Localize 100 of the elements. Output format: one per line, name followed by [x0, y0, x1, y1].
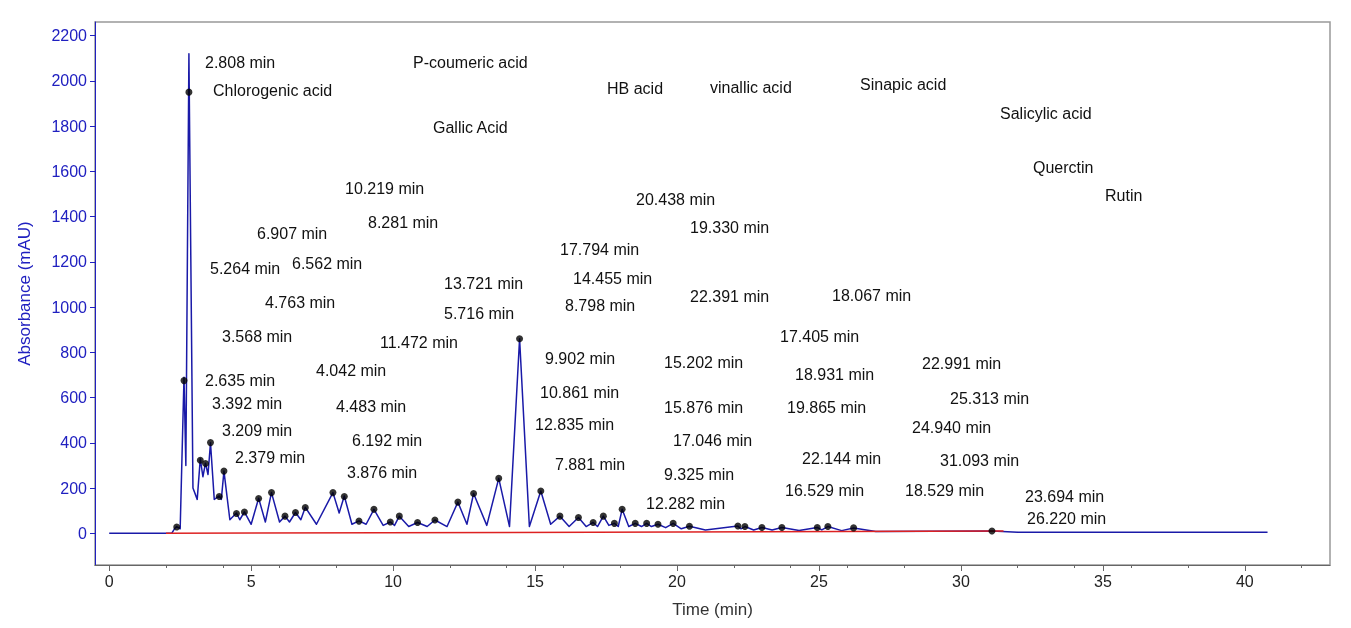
point: [240, 508, 248, 516]
annotation: 9.325 min: [664, 465, 735, 483]
point: [215, 492, 223, 500]
point: [654, 520, 662, 528]
x-tick-label: 15: [526, 572, 545, 590]
annotation: 17.046 min: [673, 431, 753, 449]
annotation: Sinapic acid: [860, 75, 947, 93]
point: [267, 489, 275, 497]
annotation: 4.042 min: [316, 361, 387, 379]
point: [292, 509, 299, 517]
y-tick-label: 1200: [51, 253, 88, 271]
point: [813, 523, 821, 531]
point: [414, 518, 422, 526]
annotation: 15.202 min: [664, 353, 744, 371]
point: [618, 505, 626, 513]
annotation: Chlorogenic acid: [213, 81, 333, 99]
annotation: 3.568 min: [222, 327, 293, 345]
annotation: 13.721 min: [444, 274, 524, 292]
annotation: 4.483 min: [336, 397, 407, 415]
point: [631, 519, 639, 527]
y-tick-label: 2000: [51, 72, 88, 90]
x-tick-label: 25: [810, 572, 828, 590]
annotation: 3.392 min: [212, 394, 283, 412]
x-tick-label: 40: [1235, 572, 1254, 590]
y-tick-label: 1400: [51, 208, 88, 226]
annotation: 2.379 min: [235, 448, 306, 466]
annotation: Querctin: [1033, 158, 1094, 176]
point: [207, 439, 214, 447]
y-tick-label: 400: [60, 434, 88, 452]
annotation: 26.220 min: [1027, 509, 1107, 527]
point: [180, 377, 188, 385]
annotation: 12.282 min: [646, 494, 726, 512]
annotation: 2.635 min: [205, 371, 276, 389]
annotation: 9.902 min: [545, 349, 616, 367]
point: [589, 518, 597, 526]
annotation: 17.405 min: [780, 327, 860, 345]
x-tick-label: 20: [668, 572, 687, 590]
y-tick-label: 200: [60, 479, 88, 497]
annotation: 12.835 min: [535, 415, 615, 433]
point: [454, 498, 462, 506]
y-tick-label: 800: [60, 343, 88, 361]
x-tick-label: 5: [246, 572, 256, 590]
point: [685, 522, 693, 530]
x-tick-label: 30: [952, 572, 970, 590]
annotation: 22.144 min: [802, 449, 882, 467]
annotation: 23.694 min: [1025, 487, 1105, 505]
point: [386, 518, 394, 526]
annotation: 18.529 min: [905, 481, 985, 499]
y-tick-label: 1600: [51, 162, 88, 180]
annotation: 7.881 min: [555, 455, 626, 473]
annotation: HB acid: [607, 79, 664, 97]
annotation: 8.281 min: [368, 213, 439, 231]
annotation: vinallic acid: [710, 78, 792, 96]
point: [329, 489, 337, 497]
annotation: 5.716 min: [444, 304, 515, 322]
annotation: 2.808 min: [205, 53, 276, 71]
annotation: 24.940 min: [912, 418, 992, 436]
point: [185, 88, 193, 96]
annotation: 22.991 min: [922, 354, 1002, 372]
point: [850, 524, 858, 532]
point: [370, 505, 378, 513]
annotation: Salicylic acid: [1000, 104, 1092, 122]
point: [301, 504, 309, 512]
annotation: 11.472 min: [380, 333, 458, 351]
point: [202, 459, 209, 467]
point: [537, 487, 545, 495]
point: [196, 456, 204, 464]
y-tick-label: 1800: [51, 117, 88, 135]
point: [495, 474, 503, 482]
point: [824, 523, 832, 531]
annotation: 3.209 min: [222, 421, 293, 439]
annotation: 18.931 min: [795, 365, 875, 383]
annotation: 15.876 min: [664, 398, 744, 416]
point: [669, 519, 677, 527]
annotation: 3.876 min: [347, 463, 418, 481]
point: [574, 513, 582, 521]
x-tick-label: 10: [384, 572, 403, 590]
point: [470, 490, 478, 497]
y-tick-label: 0: [78, 524, 88, 542]
point: [395, 512, 403, 520]
point: [556, 512, 564, 520]
y-tick-label: 600: [60, 389, 88, 407]
x-tick-label: 35: [1093, 572, 1112, 590]
point: [734, 522, 742, 530]
annotation: 22.391 min: [690, 287, 770, 305]
point: [516, 335, 524, 343]
annotation: 4.763 min: [265, 293, 336, 311]
annotation: 31.093 min: [940, 451, 1020, 469]
annotation: 6.192 min: [352, 431, 423, 449]
annotation: 5.264 min: [210, 259, 281, 277]
annotation: 17.794 min: [560, 240, 640, 258]
annotation: Gallic Acid: [433, 118, 508, 136]
x-tick-label: 0: [104, 572, 114, 590]
annotation: 16.529 min: [785, 481, 865, 499]
y-tick-label: 2200: [51, 27, 88, 45]
annotation: 14.455 min: [573, 269, 653, 287]
point: [758, 523, 766, 531]
annotation: 10.861 min: [540, 383, 620, 401]
annotation: 20.438 min: [636, 190, 716, 208]
x-axis-title: Time (min): [672, 600, 753, 619]
